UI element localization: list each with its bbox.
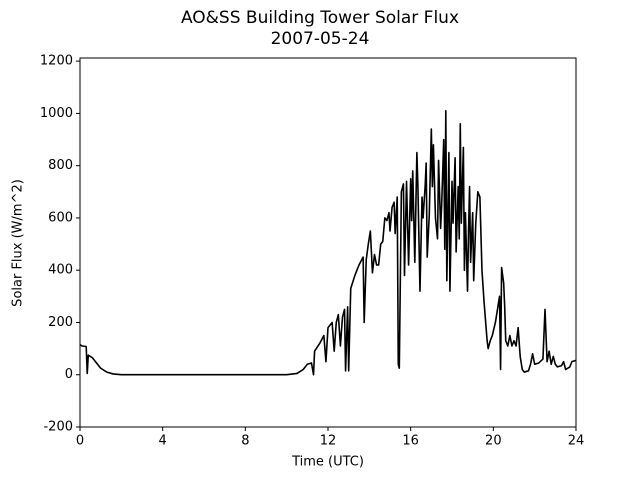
y-tick-label: 400 [48,263,73,278]
x-tick-label: 4 [159,434,167,449]
y-tick-label: 0 [65,367,73,382]
x-tick-label: 0 [76,434,84,449]
y-axis-label: Solar Flux (W/m^2) [11,179,26,307]
y-tick-label: 200 [48,315,73,330]
y-tick-label: 600 [48,210,73,225]
x-tick-label: 20 [485,434,502,449]
y-tick-label: 800 [48,158,73,173]
y-tick-label: 1200 [40,54,73,69]
x-axis-label: Time (UTC) [291,455,364,470]
data-line [79,109,577,376]
chart-subtitle: 2007-05-24 [271,29,370,49]
y-tick-label: -200 [43,420,73,435]
chart-title: AO&SS Building Tower Solar Flux [181,8,459,28]
x-tick-label: 24 [568,434,585,449]
x-tick-label: 12 [320,434,337,449]
y-tick-label: 1000 [40,106,73,121]
plot-frame [79,57,577,428]
x-tick-label: 8 [241,434,249,449]
x-tick-label: 16 [402,434,419,449]
